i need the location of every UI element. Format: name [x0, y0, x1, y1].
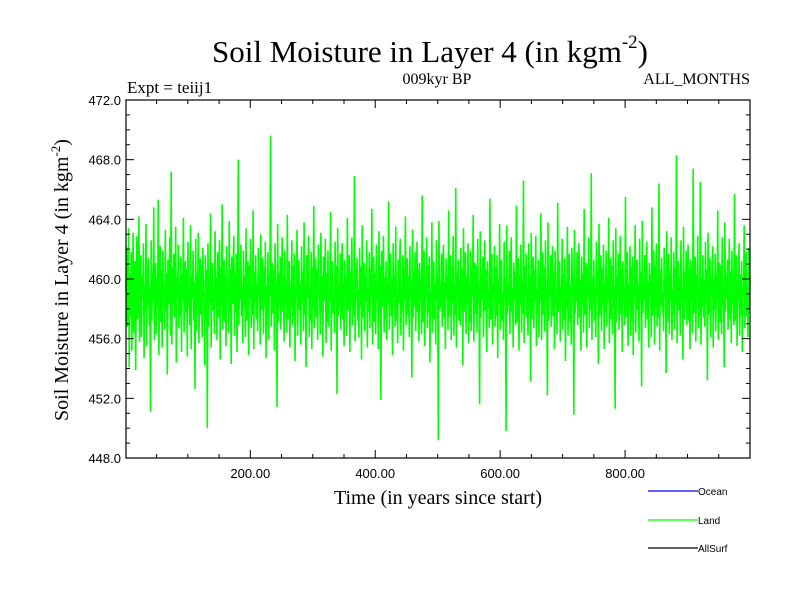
- series-line-land: [125, 135, 751, 441]
- x-axis-label: Time (in years since start): [334, 487, 542, 509]
- series-layer: [125, 135, 751, 441]
- legend-label-ocean: Ocean: [698, 487, 727, 498]
- legend-label-allsurf: AllSurf: [698, 544, 728, 555]
- y-tick-label: 472.0: [88, 93, 121, 108]
- plot-frame: [125, 99, 751, 459]
- period-label: 009kyr BP: [403, 71, 472, 88]
- x-tick-label: 800.00: [605, 466, 645, 481]
- x-tick-label: 400.00: [355, 466, 395, 481]
- y-tick-label: 448.0: [88, 451, 121, 466]
- legend-label-land: Land: [698, 516, 720, 527]
- experiment-label: Expt = teiij1: [127, 78, 212, 97]
- y-tick-label: 452.0: [88, 391, 121, 406]
- y-tick-label: 464.0: [88, 212, 121, 227]
- x-tick-label: 600.00: [480, 466, 520, 481]
- x-tick-label: 200.00: [230, 466, 270, 481]
- tick-layer: 448.0 452.0 456.0 460.0 464.0 468.0 472.0 200.0…: [88, 93, 750, 481]
- y-tick-label: 460.0: [88, 272, 121, 287]
- legend: Ocean Land AllSurf: [648, 487, 728, 555]
- y-tick-label: 456.0: [88, 332, 121, 347]
- y-tick-label: 468.0: [88, 153, 121, 168]
- months-label: ALL_MONTHS: [643, 71, 750, 88]
- y-axis-label: Soil Moisture in Layer 4 (in kgm-2): [48, 139, 73, 421]
- chart-title: Soil Moisture in Layer 4 (in kgm-2): [212, 32, 648, 69]
